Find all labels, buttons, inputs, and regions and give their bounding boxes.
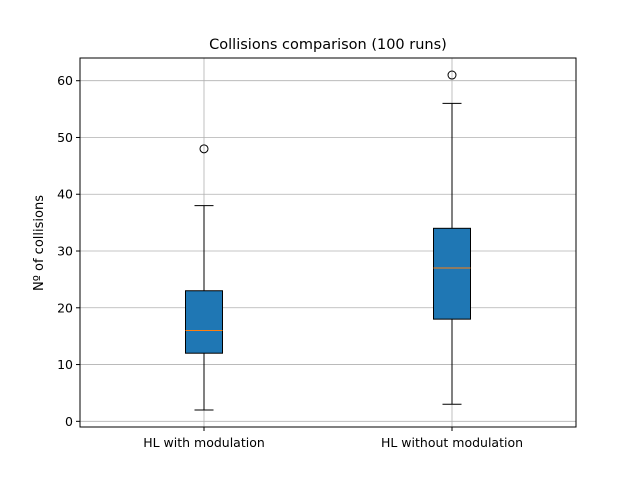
- chart-title: Collisions comparison (100 runs): [209, 37, 447, 53]
- y-tick-label: 0: [65, 414, 73, 429]
- box: [433, 227, 471, 320]
- box-layer: [185, 70, 471, 411]
- box: [185, 290, 223, 354]
- grid-layer: [80, 58, 576, 427]
- y-tick-label: 10: [57, 357, 73, 372]
- y-axis-label: Nº of collisions: [32, 195, 47, 291]
- y-tick-label: 20: [57, 300, 73, 315]
- box-group: [433, 70, 471, 405]
- outlier-point: [447, 70, 457, 80]
- y-tick-label: 40: [57, 187, 73, 202]
- y-tick-label: 60: [57, 73, 73, 88]
- box-group: [185, 144, 223, 411]
- x-tick-label: HL without modulation: [381, 435, 523, 450]
- y-tick-label: 50: [57, 130, 73, 145]
- plot-frame: [79, 57, 577, 428]
- outlier-point: [199, 144, 209, 154]
- y-tick-label: 30: [57, 244, 73, 259]
- x-tick-label: HL with modulation: [143, 435, 265, 450]
- axis-layer: 0 10 20 30 40 50 60 HL with modulation HL withou…: [57, 57, 577, 450]
